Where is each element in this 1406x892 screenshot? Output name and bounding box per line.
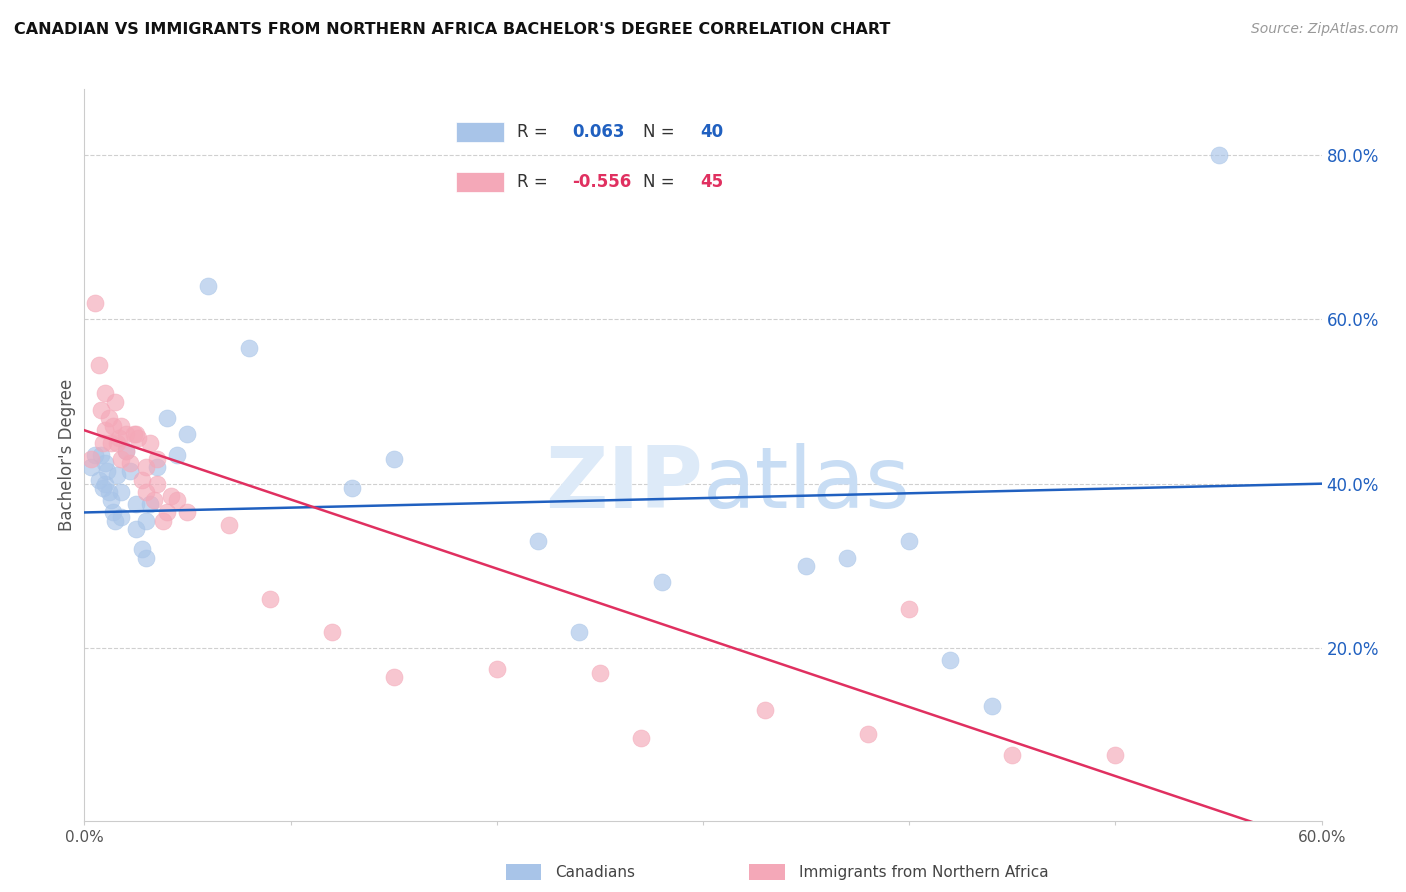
Point <box>83 296 105 310</box>
Point <box>135 514 157 528</box>
Point <box>980 698 1002 713</box>
Point <box>1208 148 1230 162</box>
Point <box>87 473 110 487</box>
Text: CANADIAN VS IMMIGRANTS FROM NORTHERN AFRICA BACHELOR'S DEGREE CORRELATION CHART: CANADIAN VS IMMIGRANTS FROM NORTHERN AFR… <box>14 22 890 37</box>
Point <box>110 452 132 467</box>
Point <box>259 591 281 606</box>
Point <box>114 443 136 458</box>
Point <box>382 670 405 684</box>
Point <box>152 514 174 528</box>
Point <box>100 493 122 508</box>
Point <box>114 443 136 458</box>
Point <box>94 456 117 470</box>
Text: ZIP: ZIP <box>546 442 703 525</box>
Text: Source: ZipAtlas.com: Source: ZipAtlas.com <box>1251 22 1399 37</box>
Point <box>91 435 114 450</box>
Point <box>837 550 859 565</box>
Point <box>131 542 153 557</box>
Point <box>856 727 879 741</box>
Point <box>156 505 179 519</box>
Point <box>125 427 148 442</box>
Text: Canadians: Canadians <box>555 865 636 880</box>
Point <box>145 460 167 475</box>
Point <box>145 452 167 467</box>
Point <box>898 534 921 549</box>
Point <box>145 476 167 491</box>
Point <box>125 522 148 536</box>
Point <box>589 665 612 680</box>
Point <box>96 464 118 478</box>
Point <box>94 476 117 491</box>
Point <box>103 419 125 434</box>
Point <box>139 497 162 511</box>
Point <box>218 517 240 532</box>
Text: atlas: atlas <box>703 442 911 525</box>
Point <box>160 489 183 503</box>
Point <box>135 484 157 499</box>
Point <box>105 468 128 483</box>
Point <box>118 464 141 478</box>
Point <box>139 435 162 450</box>
Point <box>94 423 117 437</box>
Point <box>1001 747 1024 762</box>
Point <box>238 341 260 355</box>
Point <box>568 624 591 639</box>
Point <box>176 505 198 519</box>
Point <box>79 452 101 467</box>
Point <box>143 493 166 508</box>
Point <box>176 427 198 442</box>
Point <box>98 484 121 499</box>
Point <box>754 703 776 717</box>
Y-axis label: Bachelor's Degree: Bachelor's Degree <box>58 379 76 531</box>
Point <box>90 448 112 462</box>
Point <box>114 427 136 442</box>
Point <box>135 460 157 475</box>
Point <box>118 456 141 470</box>
Point <box>342 481 364 495</box>
Text: Immigrants from Northern Africa: Immigrants from Northern Africa <box>799 865 1049 880</box>
Point <box>100 435 122 450</box>
Point <box>131 473 153 487</box>
Point <box>127 432 149 446</box>
Point <box>103 505 125 519</box>
Point <box>79 460 101 475</box>
Point <box>651 575 673 590</box>
Point <box>105 435 128 450</box>
Point <box>108 432 131 446</box>
Point <box>321 624 343 639</box>
Point <box>125 497 148 511</box>
Point <box>166 448 188 462</box>
Point <box>110 484 132 499</box>
Point <box>87 358 110 372</box>
Point <box>94 386 117 401</box>
Point <box>156 411 179 425</box>
Point <box>382 452 405 467</box>
Point <box>794 558 817 573</box>
Point <box>98 411 121 425</box>
Point <box>104 514 127 528</box>
Point <box>90 402 112 417</box>
Point <box>166 493 188 508</box>
Point <box>110 509 132 524</box>
Point <box>1104 747 1126 762</box>
Point <box>91 481 114 495</box>
Point <box>485 662 508 676</box>
Point <box>197 279 219 293</box>
Point <box>104 394 127 409</box>
Point <box>83 448 105 462</box>
Point <box>939 653 962 667</box>
Point <box>898 601 921 615</box>
Point <box>630 731 652 746</box>
Point <box>110 419 132 434</box>
Point <box>122 427 145 442</box>
Point <box>135 550 157 565</box>
Point <box>527 534 550 549</box>
